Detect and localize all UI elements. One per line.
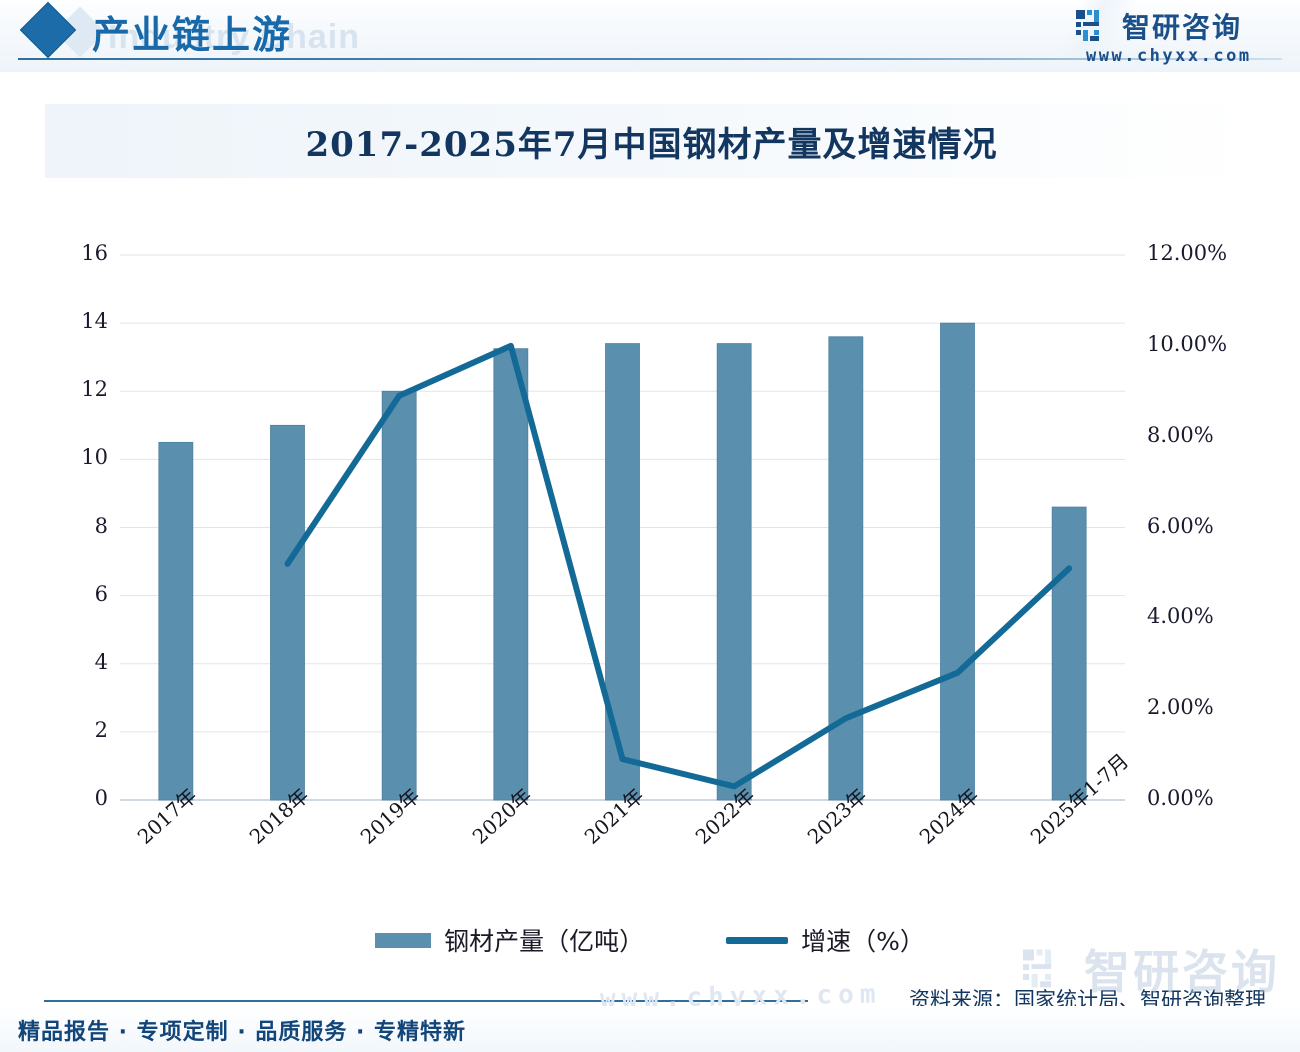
bar [828, 336, 864, 801]
y-axis-left-tick: 14 [81, 309, 108, 334]
source-divider [44, 1000, 808, 1002]
y-axis-left-tick: 8 [94, 513, 108, 538]
chart-legend: 钢材产量（亿吨） 增速（%） [0, 918, 1300, 962]
y-axis-left-tick: 12 [81, 377, 108, 402]
y-axis-left-tick: 0 [94, 786, 108, 810]
bar [605, 343, 640, 801]
growth-line [284, 342, 1073, 790]
y-axis-right-tick: 4.00% [1147, 604, 1214, 629]
bar [270, 424, 305, 801]
y-axis-left-tick: 6 [94, 581, 108, 606]
line-series [284, 342, 1073, 790]
bar [493, 348, 529, 801]
bar [940, 322, 975, 801]
footer-tagline: 精品报告 · 专项定制 · 品质服务 · 专精特新 [18, 1020, 467, 1045]
watermark-brand: 智研咨询 [1020, 936, 1280, 1002]
header-ghost-text: Industry Chain [108, 18, 361, 56]
page-title: 产业链上游 [92, 13, 293, 57]
page-footer [0, 1006, 1300, 1052]
bar [1051, 506, 1087, 801]
brand-name: 智研咨询 [1122, 11, 1243, 44]
y-axis-right-tick: 8.00% [1147, 422, 1214, 447]
legend-label: 钢材产量（亿吨） [444, 927, 645, 956]
y-axis-right-tick: 10.00% [1147, 331, 1228, 356]
chart-title: 2017-2025年7月中国钢材产量及增速情况 [305, 124, 998, 165]
y-axis-left-tick: 10 [81, 445, 108, 470]
page-header: Industry Chain 产业链上游 智研咨询 www.chyxx.com [0, 0, 1300, 72]
watermark-logo-icon [1023, 949, 1052, 988]
header-divider [18, 58, 1282, 60]
y-axis-right-tick: 6.00% [1147, 513, 1214, 538]
chart-plot [120, 254, 1125, 801]
y-axis-right-tick: 12.00% [1147, 241, 1228, 265]
header-sweep-decoration [1000, 0, 1180, 58]
legend-item[interactable]: 增速（%） [726, 922, 925, 958]
y-axis-left-tick: 2 [94, 717, 108, 742]
legend-item[interactable]: 钢材产量（亿吨） [375, 922, 644, 958]
brand-url[interactable]: www.chyxx.com [1086, 46, 1252, 66]
chart-title-band: 2017-2025年7月中国钢材产量及增速情况 [45, 104, 1258, 178]
y-axis-right-tick: 2.00% [1147, 695, 1214, 720]
diamond-icon [19, 1, 77, 59]
brand-block[interactable]: 智研咨询 www.chyxx.com [1068, 6, 1278, 66]
bar [381, 390, 417, 801]
bar [158, 441, 194, 801]
y-axis-left-tick: 4 [94, 649, 108, 674]
y-axis-left-tick: 16 [81, 241, 108, 265]
legend-label: 增速（%） [801, 927, 925, 956]
bar-series [158, 322, 1087, 801]
legend-bar-swatch-icon [375, 932, 432, 948]
legend-line-swatch-icon [726, 936, 789, 944]
y-axis-right-tick: 0.00% [1147, 786, 1214, 810]
chyxx-logo-icon [1076, 10, 1099, 41]
chart-canvas: 0 2 4 6 8 10 12 14 16 0.00% 2.00% 4.00% 6.00% 8.00% 1… [0, 190, 1300, 980]
bar [716, 343, 752, 801]
watermark-brand-name: 智研咨询 [1084, 945, 1280, 999]
